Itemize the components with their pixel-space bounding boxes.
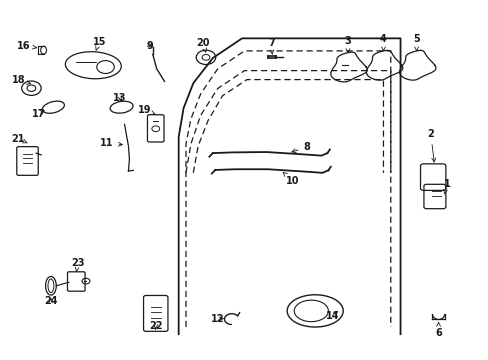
Text: 12: 12 [210,314,224,324]
Text: 22: 22 [149,321,162,331]
Text: 21: 21 [11,134,27,144]
Text: 4: 4 [379,35,386,51]
Text: 24: 24 [44,296,58,306]
Text: 13: 13 [113,93,127,103]
Text: 3: 3 [344,36,350,53]
Text: 8: 8 [291,142,310,153]
Text: 16: 16 [17,41,37,50]
Text: 10: 10 [283,172,299,186]
Text: 7: 7 [267,38,274,54]
Text: 9: 9 [146,41,152,50]
Text: 23: 23 [71,258,84,271]
Text: 14: 14 [325,311,338,320]
Text: 1: 1 [443,179,449,194]
Text: 19: 19 [138,105,155,115]
Text: 11: 11 [100,139,122,148]
Text: 6: 6 [434,323,441,338]
Text: 20: 20 [196,38,209,52]
Text: 18: 18 [12,75,30,85]
Text: 15: 15 [92,37,106,50]
Text: 2: 2 [427,129,435,162]
Text: 5: 5 [412,35,419,51]
Text: 17: 17 [32,109,45,119]
